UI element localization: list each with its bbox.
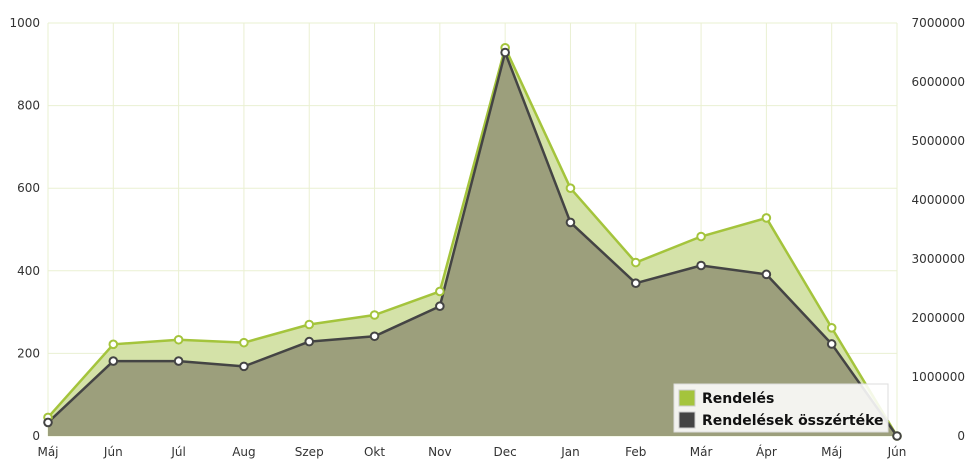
x-tick-label: Aug xyxy=(232,445,255,459)
data-point-0 xyxy=(435,286,445,297)
y-left-tick-label: 200 xyxy=(17,346,40,360)
y-left-tick-label: 0 xyxy=(32,429,40,443)
data-point-1 xyxy=(630,278,641,288)
axes: 0 200 400 600 800 1000 0 1000000 2000000 3000000 4… xyxy=(9,16,965,459)
data-point-1 xyxy=(826,339,837,349)
x-tick-label: Szep xyxy=(295,445,324,459)
x-tick-label: Okt xyxy=(364,445,385,459)
y-right-tick-label: 2000000 xyxy=(912,311,965,325)
data-point-0 xyxy=(173,334,184,345)
data-point-1 xyxy=(565,217,576,228)
series-points xyxy=(43,42,902,441)
data-point-0 xyxy=(108,339,119,350)
y-right-tick-label: 3000000 xyxy=(912,252,965,266)
data-point-0 xyxy=(239,337,249,348)
data-point-0 xyxy=(304,319,315,330)
data-point-1 xyxy=(43,417,53,428)
data-point-0 xyxy=(761,213,772,223)
data-point-0 xyxy=(696,231,706,242)
legend: Rendelés Rendelések összértéke xyxy=(673,383,889,433)
data-point-1 xyxy=(696,260,706,271)
data-point-1 xyxy=(892,431,902,441)
x-tick-label: Dec xyxy=(494,445,517,459)
x-tick-label: Már xyxy=(690,445,713,459)
x-tick-label: Jún xyxy=(103,445,123,459)
y-left-tick-label: 400 xyxy=(17,264,40,278)
y-left-tick-label: 800 xyxy=(17,99,40,113)
series-lines xyxy=(47,46,899,437)
x-tick-label: Máj xyxy=(821,445,842,459)
data-point-1 xyxy=(500,47,510,58)
y-right-tick-label: 5000000 xyxy=(912,134,965,148)
legend-swatch-0 xyxy=(678,389,696,407)
data-point-1 xyxy=(239,361,249,372)
data-point-0 xyxy=(826,322,837,333)
data-point-1 xyxy=(173,356,184,366)
x-tick-label: Feb xyxy=(625,445,646,459)
x-tick-label: Jan xyxy=(560,445,580,459)
x-tick-label: Ápr xyxy=(756,444,777,459)
series-line-0 xyxy=(47,46,899,437)
series-area-1 xyxy=(48,52,897,436)
legend-label-0: Rendelés xyxy=(702,391,774,407)
data-point-1 xyxy=(304,336,315,347)
y-left-tick-label: 600 xyxy=(17,181,40,195)
legend-box xyxy=(673,383,889,433)
y-left-tick-label: 1000 xyxy=(9,16,40,30)
y-right-tick-label: 6000000 xyxy=(912,75,965,89)
y-right-tick-label: 7000000 xyxy=(912,16,965,30)
series-line-1 xyxy=(47,51,899,437)
y-right-tick-label: 1000000 xyxy=(912,370,965,384)
data-point-1 xyxy=(369,331,380,342)
legend-swatch-1 xyxy=(678,411,696,429)
data-point-1 xyxy=(435,301,445,312)
data-point-0 xyxy=(630,257,641,268)
y-right-tick-label: 0 xyxy=(957,429,965,443)
data-point-0 xyxy=(369,310,380,320)
data-point-1 xyxy=(761,269,772,280)
data-point-1 xyxy=(108,356,119,366)
x-tick-label: Máj xyxy=(37,445,58,459)
legend-label-1: Rendelések összértéke xyxy=(702,413,884,429)
x-tick-label: Jún xyxy=(887,445,907,459)
x-tick-label: Nov xyxy=(428,445,451,459)
x-tick-label: Júl xyxy=(170,445,185,459)
data-point-0 xyxy=(565,183,576,193)
y-right-tick-label: 4000000 xyxy=(912,193,965,207)
